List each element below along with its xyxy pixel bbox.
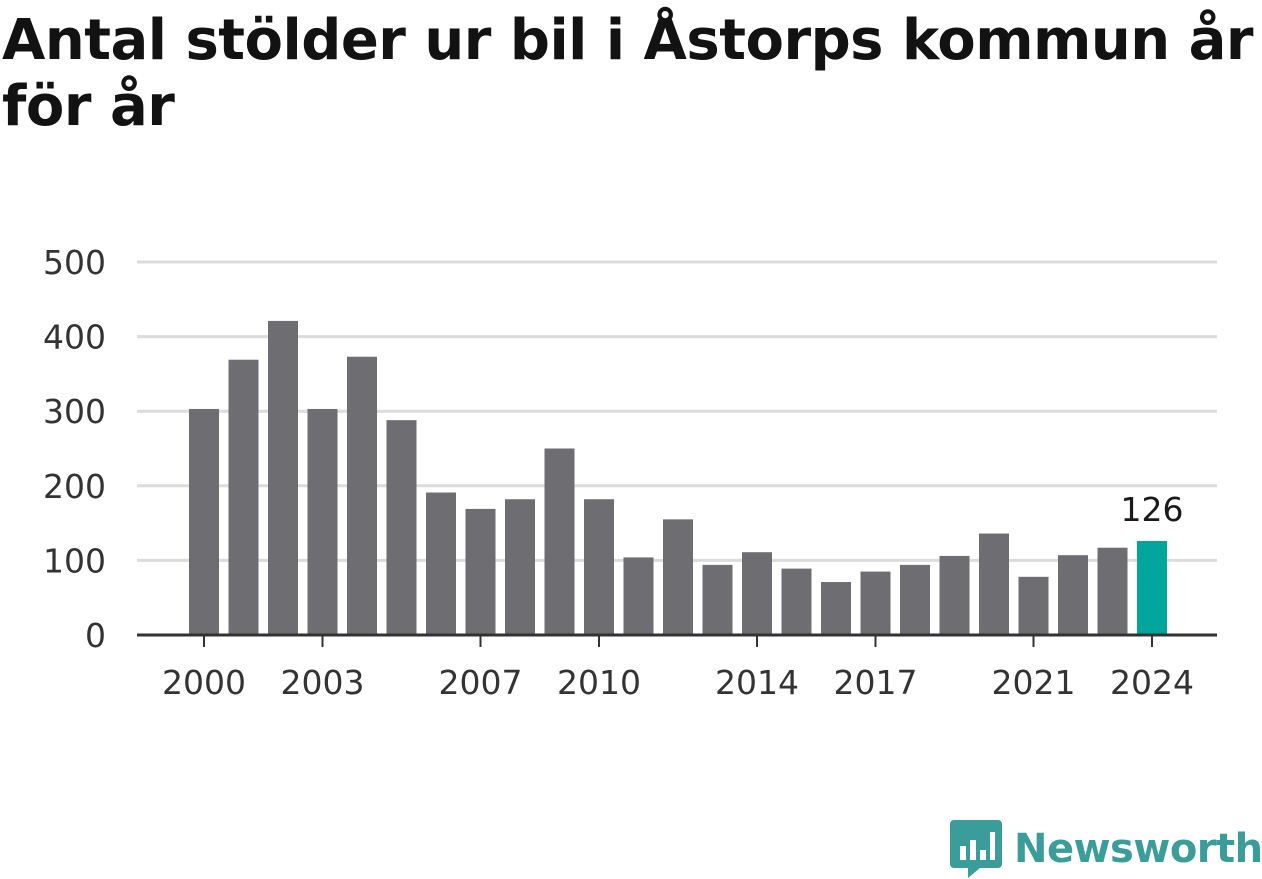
y-tick-label: 200 <box>43 467 106 506</box>
value-label: 126 <box>1121 490 1184 529</box>
x-tick-label: 2003 <box>281 663 365 702</box>
bar <box>544 448 575 635</box>
bar <box>189 408 219 635</box>
bar <box>426 492 456 635</box>
brand-name: Newsworthy <box>1014 826 1262 872</box>
x-tick-label: 2021 <box>992 663 1076 702</box>
gridlines <box>137 260 1217 562</box>
bar <box>781 568 812 635</box>
bar <box>742 552 772 635</box>
bar <box>1058 555 1088 635</box>
x-tick-label: 2014 <box>715 663 799 702</box>
newsworthy-icon <box>950 820 1002 878</box>
x-tick-label: 2024 <box>1110 663 1194 702</box>
x-tick-label: 2007 <box>439 663 523 702</box>
bar <box>860 571 891 635</box>
bar <box>900 564 930 635</box>
bar <box>623 557 654 635</box>
y-axis-ticks: 0 100 200 300 400 500 <box>43 243 106 655</box>
bar <box>663 519 693 635</box>
bar <box>465 508 496 635</box>
bar <box>702 564 733 635</box>
x-axis-ticks: 2000 2003 2007 2010 2014 2017 2021 2024 <box>162 635 1194 702</box>
y-tick-label: 300 <box>43 392 106 431</box>
y-tick-label: 400 <box>43 318 106 357</box>
x-tick-label: 2010 <box>557 663 641 702</box>
bar <box>268 320 298 635</box>
bar <box>821 582 851 635</box>
bar <box>505 499 535 635</box>
bar <box>584 499 614 635</box>
y-tick-label: 500 <box>43 243 106 282</box>
y-tick-label: 100 <box>43 541 106 580</box>
bar <box>1097 547 1128 635</box>
x-tick-label: 2000 <box>162 663 246 702</box>
bar <box>1018 576 1049 635</box>
bar <box>307 408 338 635</box>
bar <box>979 533 1009 635</box>
value-labels: 126 <box>1121 490 1184 529</box>
y-tick-label: 0 <box>85 616 106 655</box>
bar <box>939 555 970 635</box>
newsworthy-logo: Newsworthy <box>950 820 1262 878</box>
bar <box>386 420 417 635</box>
bars <box>189 320 1167 635</box>
bar <box>1137 541 1167 635</box>
x-tick-label: 2017 <box>834 663 918 702</box>
bar <box>347 356 377 635</box>
chart-title: Antal stölder ur bil i Åstorps kommun år… <box>2 8 1254 139</box>
bar <box>228 359 259 635</box>
